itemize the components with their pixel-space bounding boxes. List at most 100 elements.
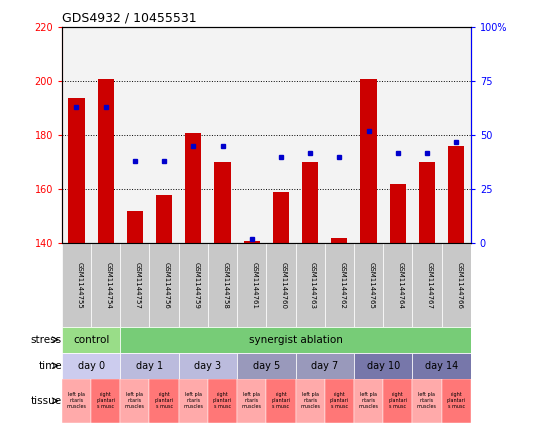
Bar: [156, 195, 172, 244]
Bar: [266, 27, 295, 244]
Bar: [121, 379, 150, 423]
Text: day 7: day 7: [311, 361, 338, 371]
Bar: [121, 27, 150, 244]
Bar: [295, 353, 354, 379]
Text: right
plantari
s musc: right plantari s musc: [213, 393, 232, 409]
Text: right
plantari
s musc: right plantari s musc: [96, 393, 115, 409]
Text: right
plantari
s musc: right plantari s musc: [388, 393, 407, 409]
Text: day 1: day 1: [136, 361, 163, 371]
Text: GSM1144759: GSM1144759: [193, 262, 199, 308]
Bar: [179, 27, 208, 244]
Bar: [295, 244, 325, 327]
Text: GSM1144764: GSM1144764: [398, 262, 404, 308]
Bar: [62, 379, 91, 423]
Bar: [266, 244, 295, 327]
Bar: [419, 162, 435, 244]
Text: GSM1144758: GSM1144758: [223, 262, 229, 308]
Bar: [360, 79, 377, 244]
Bar: [208, 244, 237, 327]
Bar: [354, 353, 412, 379]
Text: day 0: day 0: [77, 361, 104, 371]
Bar: [98, 79, 114, 244]
Bar: [91, 379, 121, 423]
Bar: [354, 244, 383, 327]
Bar: [442, 244, 471, 327]
Text: right
plantari
s musc: right plantari s musc: [154, 393, 174, 409]
Bar: [325, 244, 354, 327]
Bar: [237, 379, 266, 423]
Text: tissue: tissue: [31, 396, 62, 406]
Text: left pla
ntaris
muscles: left pla ntaris muscles: [417, 393, 437, 409]
Text: day 3: day 3: [194, 361, 222, 371]
Text: control: control: [73, 335, 109, 345]
Bar: [412, 244, 442, 327]
Bar: [412, 27, 442, 244]
Bar: [237, 27, 266, 244]
Bar: [412, 353, 471, 379]
Text: day 10: day 10: [366, 361, 400, 371]
Bar: [354, 379, 383, 423]
Text: day 5: day 5: [253, 361, 280, 371]
Text: GSM1144762: GSM1144762: [339, 262, 345, 308]
Bar: [237, 244, 266, 327]
Bar: [68, 98, 84, 244]
Bar: [150, 27, 179, 244]
Bar: [383, 244, 412, 327]
Bar: [412, 379, 442, 423]
Bar: [185, 133, 201, 244]
Bar: [62, 327, 121, 353]
Text: GSM1144756: GSM1144756: [164, 262, 170, 308]
Bar: [208, 379, 237, 423]
Bar: [325, 379, 354, 423]
Bar: [62, 244, 91, 327]
Bar: [442, 27, 471, 244]
Bar: [302, 162, 318, 244]
Bar: [354, 27, 383, 244]
Bar: [390, 184, 406, 244]
Text: stress: stress: [31, 335, 62, 345]
Bar: [273, 192, 289, 244]
Bar: [121, 327, 471, 353]
Text: left pla
ntaris
muscles: left pla ntaris muscles: [242, 393, 261, 409]
Text: GSM1144754: GSM1144754: [105, 262, 112, 308]
Bar: [179, 379, 208, 423]
Bar: [331, 238, 348, 244]
Bar: [266, 379, 295, 423]
Text: GSM1144767: GSM1144767: [427, 261, 433, 309]
Text: left pla
ntaris
muscles: left pla ntaris muscles: [358, 393, 379, 409]
Text: left pla
ntaris
muscles: left pla ntaris muscles: [183, 393, 203, 409]
Text: GSM1144755: GSM1144755: [76, 262, 82, 308]
Bar: [208, 27, 237, 244]
Bar: [442, 379, 471, 423]
Text: GSM1144766: GSM1144766: [456, 261, 462, 309]
Bar: [121, 244, 150, 327]
Bar: [448, 146, 464, 244]
Bar: [215, 162, 230, 244]
Bar: [150, 379, 179, 423]
Text: left pla
ntaris
muscles: left pla ntaris muscles: [67, 393, 87, 409]
Text: GSM1144761: GSM1144761: [252, 261, 258, 309]
Text: GSM1144763: GSM1144763: [310, 261, 316, 309]
Bar: [179, 244, 208, 327]
Bar: [62, 353, 121, 379]
Text: GDS4932 / 10455531: GDS4932 / 10455531: [62, 12, 196, 25]
Text: left pla
ntaris
muscles: left pla ntaris muscles: [300, 393, 320, 409]
Bar: [62, 27, 91, 244]
Text: right
plantari
s musc: right plantari s musc: [330, 393, 349, 409]
Text: GSM1144760: GSM1144760: [281, 261, 287, 309]
Bar: [295, 379, 325, 423]
Bar: [237, 353, 295, 379]
Bar: [383, 27, 412, 244]
Bar: [121, 353, 179, 379]
Bar: [127, 211, 143, 244]
Bar: [150, 244, 179, 327]
Bar: [179, 353, 237, 379]
Bar: [244, 241, 260, 244]
Text: right
plantari
s musc: right plantari s musc: [271, 393, 291, 409]
Bar: [383, 379, 412, 423]
Text: time: time: [38, 361, 62, 371]
Bar: [91, 27, 121, 244]
Bar: [325, 27, 354, 244]
Bar: [295, 27, 325, 244]
Text: GSM1144757: GSM1144757: [135, 262, 141, 308]
